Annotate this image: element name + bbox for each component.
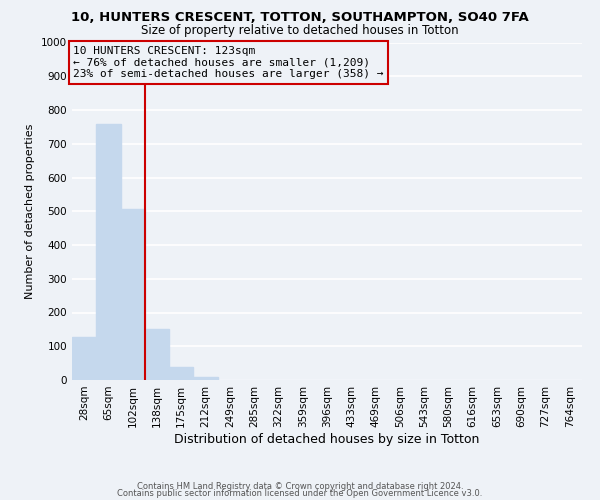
- Text: Size of property relative to detached houses in Totton: Size of property relative to detached ho…: [141, 24, 459, 37]
- Bar: [169, 366, 193, 380]
- Text: Contains public sector information licensed under the Open Government Licence v3: Contains public sector information licen…: [118, 488, 482, 498]
- Bar: [96, 124, 121, 380]
- Text: 10, HUNTERS CRESCENT, TOTTON, SOUTHAMPTON, SO40 7FA: 10, HUNTERS CRESCENT, TOTTON, SOUTHAMPTO…: [71, 11, 529, 24]
- Bar: [145, 328, 169, 380]
- Bar: [72, 337, 96, 380]
- Text: 10 HUNTERS CRESCENT: 123sqm
← 76% of detached houses are smaller (1,209)
23% of : 10 HUNTERS CRESCENT: 123sqm ← 76% of det…: [73, 46, 384, 79]
- Bar: [121, 209, 145, 380]
- Y-axis label: Number of detached properties: Number of detached properties: [25, 124, 35, 299]
- Bar: [193, 376, 218, 380]
- X-axis label: Distribution of detached houses by size in Totton: Distribution of detached houses by size …: [175, 432, 479, 446]
- Text: Contains HM Land Registry data © Crown copyright and database right 2024.: Contains HM Land Registry data © Crown c…: [137, 482, 463, 491]
